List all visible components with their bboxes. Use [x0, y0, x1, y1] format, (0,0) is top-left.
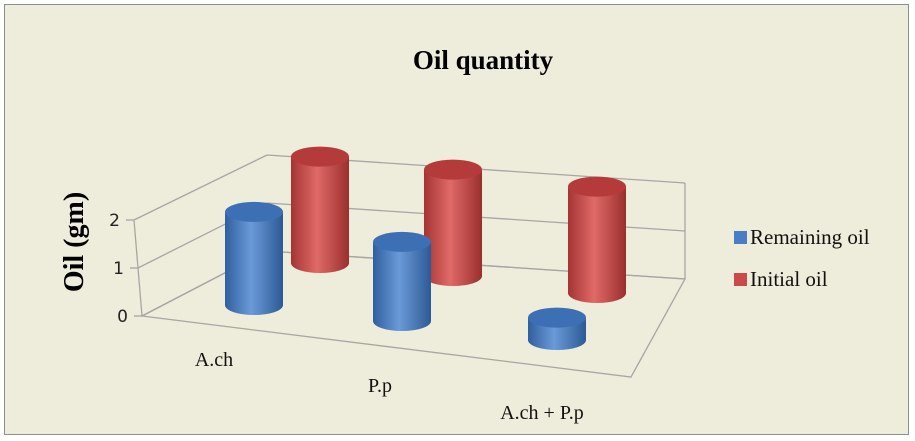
chart-canvas: Oil quantity Oil (gm) 0 1 2 A.ch P.p A.ch + … [59, 45, 870, 424]
initial-oil-bar-body [568, 186, 626, 303]
chart-frame: Oil quantity Oil (gm) 0 1 2 A.ch P.p A.ch + … [4, 4, 909, 435]
remaining-oil-bar [528, 307, 586, 350]
y-tick-label: 2 [109, 211, 120, 231]
remaining-oil-bar-top [225, 201, 283, 222]
chart-title: Oil quantity [413, 45, 554, 75]
remaining-oil-bar-body [225, 211, 283, 315]
initial-oil-bar [291, 146, 349, 273]
initial-oil-bar-body [291, 156, 349, 273]
remaining-oil-cylinders [225, 201, 586, 350]
initial-oil-bar-top [291, 146, 349, 167]
y-tick-label: 0 [117, 307, 128, 327]
remaining-oil-bar [373, 231, 431, 331]
legend-label-initial-oil: Initial oil [750, 267, 828, 291]
x-category-label: A.ch [195, 349, 233, 371]
remaining-oil-bar [225, 201, 283, 315]
initial-oil-bar-top [424, 159, 482, 180]
y-axis-label: Oil (gm) [59, 192, 90, 292]
y-tick-labels: 0 1 2 [109, 211, 128, 327]
initial-oil-bar [424, 159, 482, 286]
category-labels: A.ch P.p A.ch + P.p [195, 349, 584, 424]
x-category-label: A.ch + P.p [500, 402, 584, 424]
remaining-oil-bar-body [373, 241, 431, 331]
x-category-label: P.p [368, 375, 392, 397]
legend-swatch-initial-oil [734, 273, 747, 286]
y-tick-label: 1 [113, 259, 124, 279]
initial-oil-bar [568, 176, 626, 303]
legend-swatch-remaining-oil [734, 231, 747, 244]
legend-label-remaining-oil: Remaining oil [750, 225, 870, 249]
initial-oil-bar-top [568, 176, 626, 197]
initial-oil-cylinders [291, 146, 626, 303]
remaining-oil-bar-top [373, 231, 431, 252]
side-gridline [133, 154, 268, 221]
legend: Remaining oil Initial oil [734, 225, 870, 291]
initial-oil-bar-body [424, 169, 482, 286]
remaining-oil-bar-top [528, 307, 586, 328]
